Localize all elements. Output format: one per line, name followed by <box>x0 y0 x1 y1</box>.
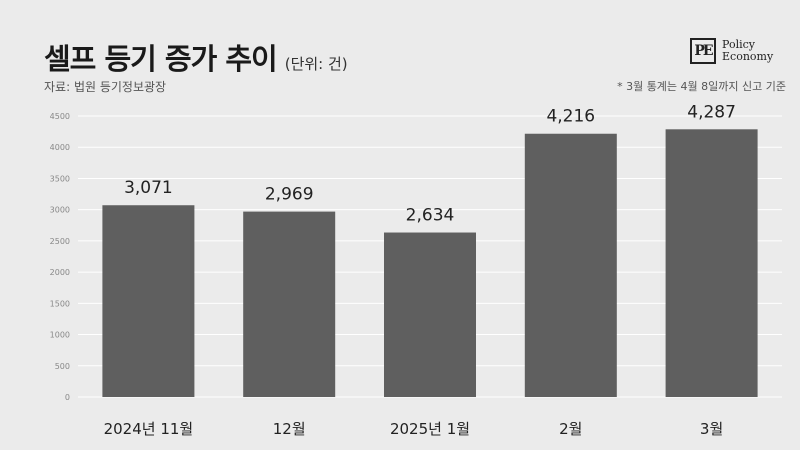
footnote: * 3월 통계는 4월 8일까지 신고 기준 <box>617 80 786 93</box>
y-tick-label: 1500 <box>50 299 70 308</box>
data-label: 2,969 <box>265 185 314 205</box>
logo-line-2: Economy <box>722 50 774 63</box>
x-tick-label: 2월 <box>559 420 582 438</box>
y-tick-label: 4000 <box>50 143 70 152</box>
logo-line-1: Policy <box>722 38 755 51</box>
x-tick-label: 12월 <box>273 420 306 438</box>
chart-title: 셀프 등기 증가 추이 <box>44 42 278 76</box>
y-tick-label: 1000 <box>50 331 70 340</box>
bar <box>243 211 336 397</box>
title-row: 셀프 등기 증가 추이 (단위: 건) <box>44 36 348 78</box>
y-tick-label: 4500 <box>50 112 70 121</box>
x-tick-label: 2024년 11월 <box>104 420 194 438</box>
y-tick-label: 2500 <box>50 237 70 246</box>
data-label: 4,216 <box>546 107 595 127</box>
bar <box>102 205 195 397</box>
source-note: 자료: 법원 등기정보광장 <box>44 80 167 94</box>
bar <box>665 129 758 397</box>
bar <box>524 133 617 397</box>
y-tick-label: 3500 <box>50 174 70 183</box>
policy-economy-logo: PE Policy Economy <box>690 38 773 64</box>
y-tick-label: 3000 <box>50 206 70 215</box>
bar <box>384 232 476 397</box>
data-label: 3,071 <box>124 178 173 198</box>
logo-mark: PE <box>690 38 716 64</box>
data-label: 4,287 <box>687 102 736 122</box>
y-tick-label: 2000 <box>50 268 70 277</box>
y-tick-label: 500 <box>55 362 70 371</box>
logo-text: Policy Economy <box>722 39 773 63</box>
x-tick-label: 2025년 1월 <box>390 420 470 438</box>
y-tick-label: 0 <box>65 393 70 402</box>
data-label: 2,634 <box>406 206 455 226</box>
x-tick-label: 3월 <box>700 420 723 438</box>
unit-label: (단위: 건) <box>284 55 348 73</box>
